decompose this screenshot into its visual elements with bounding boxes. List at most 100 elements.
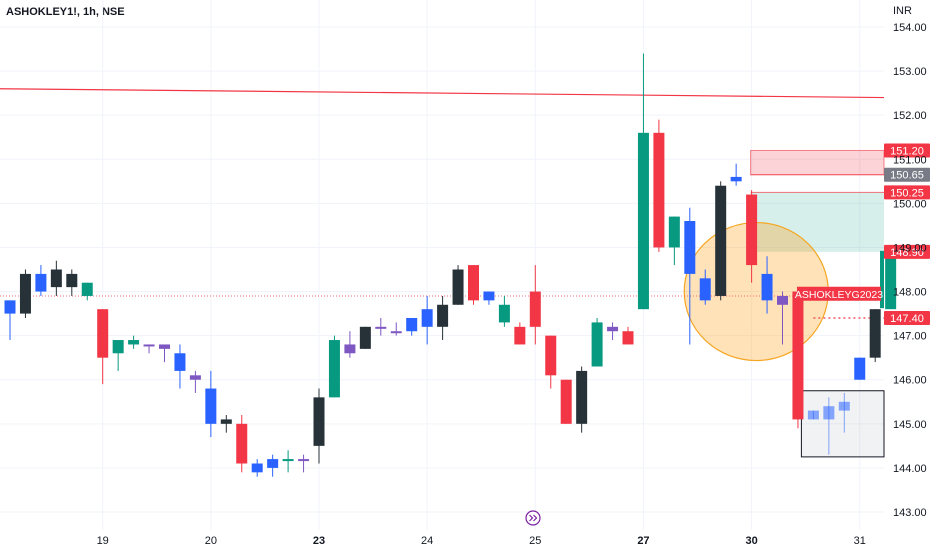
stop-loss-zone [750,149,885,176]
candle[interactable] [390,331,402,334]
candle[interactable] [452,269,464,305]
candle[interactable] [637,132,649,310]
candle[interactable] [174,353,186,371]
y-tick-label: 153.00 [893,66,927,78]
price-label-text: 147.40 [890,313,924,325]
candle[interactable] [653,132,665,248]
y-tick-label: 150.00 [893,198,927,210]
candle[interactable] [220,419,232,424]
currency-label: INR [893,5,912,17]
candle[interactable] [4,300,16,314]
candle[interactable] [282,459,294,462]
candle[interactable] [344,344,356,354]
y-tick-label: 143.00 [893,507,927,519]
candle[interactable] [112,340,124,354]
candle[interactable] [66,273,78,288]
axis-layer: 143.00 144.00 145.00 146.00 147.00 148.00 149.… [97,22,927,547]
candle[interactable] [607,326,619,332]
current-price-tick [880,250,884,309]
y-tick-label: 151.00 [893,154,927,166]
y-tick-label: 145.00 [893,419,927,431]
price-label-box [884,311,930,325]
candle[interactable] [406,318,418,332]
candle[interactable] [761,273,773,301]
candle[interactable] [97,309,109,358]
candle[interactable] [251,463,263,473]
x-tick-label: 20 [205,535,217,547]
candle[interactable] [854,357,866,380]
candle[interactable] [730,176,742,182]
candle[interactable] [189,375,201,380]
candle[interactable] [267,459,279,468]
candle[interactable] [885,251,897,310]
candle[interactable] [50,269,62,288]
candle[interactable] [807,410,819,420]
x-tick-label: 30 [745,535,757,547]
y-tick-label: 154.00 [893,22,927,34]
candle[interactable] [498,304,510,323]
price-label-text: 150.65 [890,170,924,182]
candle[interactable] [143,344,155,347]
price-label-text: 148.90 [890,247,924,259]
price-label-box [884,244,930,259]
candle[interactable] [298,459,310,462]
candle[interactable] [545,335,557,376]
consolidation-box [800,390,885,458]
candle[interactable] [483,291,495,301]
symbol-tag-text: ASHOKLEYG2023 [795,289,883,301]
candle[interactable] [622,331,634,345]
candle[interactable] [81,282,93,296]
candle[interactable] [19,273,31,314]
y-tick-label: 147.00 [893,331,927,343]
candle[interactable] [159,344,170,349]
candle[interactable] [313,397,325,446]
candle[interactable] [205,388,217,424]
candle[interactable] [684,221,696,274]
y-tick-label: 146.00 [893,375,927,387]
candle[interactable] [869,309,881,358]
candle[interactable] [359,326,371,349]
candle[interactable] [576,370,588,424]
symbol-tag-box [797,286,881,301]
price-label-box [884,167,930,182]
candle[interactable] [668,216,680,248]
candle[interactable] [715,185,727,296]
x-tick-label: 23 [313,535,325,547]
candle[interactable] [514,326,526,345]
candle[interactable] [823,406,835,420]
candle[interactable] [35,273,47,292]
candle[interactable] [838,401,850,411]
candle[interactable] [777,295,788,305]
price-label-text: 151.20 [890,145,924,157]
candle[interactable] [128,340,140,345]
x-tick-label: 27 [637,535,649,547]
price-label-text: 150.25 [890,187,924,199]
x-tick-label: 31 [854,535,866,547]
price-label-box [884,185,930,200]
price-label-box [884,143,930,158]
x-tick-label: 25 [529,535,541,547]
replay-icon[interactable] [525,510,541,526]
candle[interactable] [591,322,603,367]
y-tick-label: 149.00 [893,242,927,254]
x-tick-label: 24 [421,535,433,547]
y-tick-label: 152.00 [893,110,927,122]
x-tick-label: 19 [97,535,109,547]
candle[interactable] [468,265,479,301]
y-tick-label: 148.00 [893,287,927,299]
candle[interactable] [421,309,433,327]
candle[interactable] [699,278,711,301]
candle[interactable] [437,304,449,327]
candle[interactable] [236,423,248,464]
candle[interactable] [375,326,387,329]
candles-layer [4,53,897,477]
target-zone [750,192,884,252]
trend-line [0,88,885,99]
candle[interactable] [792,291,804,420]
y-tick-label: 144.00 [893,463,927,475]
candle[interactable] [560,379,572,424]
candle[interactable] [529,291,541,327]
candle[interactable] [328,340,340,398]
candle[interactable] [746,194,758,266]
